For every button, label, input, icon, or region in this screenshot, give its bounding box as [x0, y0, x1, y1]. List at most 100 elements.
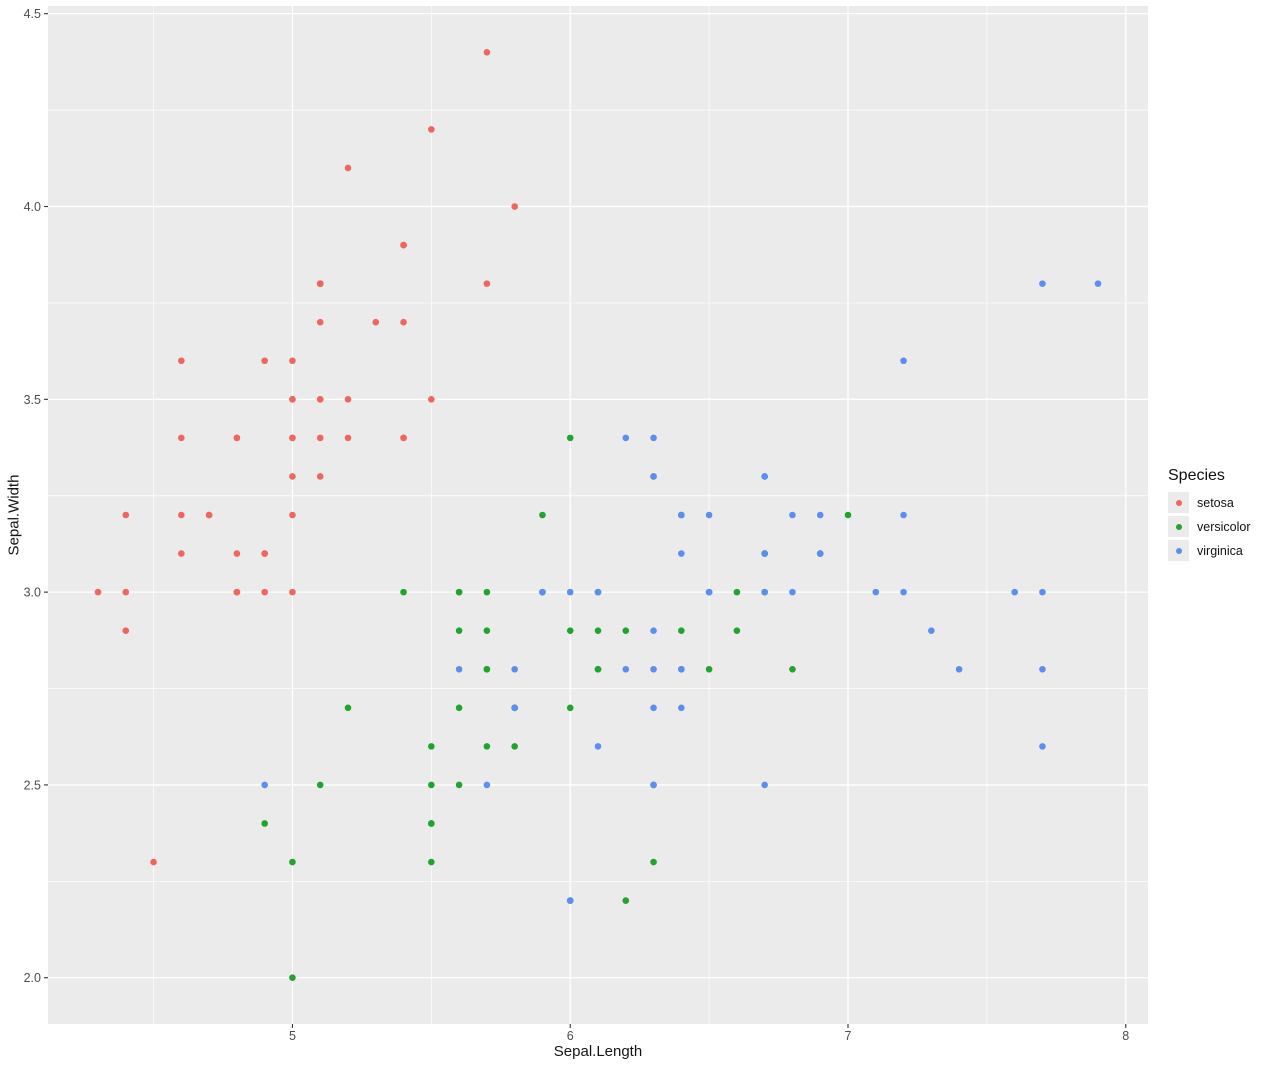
- data-point-virginica: [705, 511, 713, 519]
- data-point-setosa: [261, 550, 268, 557]
- data-point-versicolor: [566, 704, 574, 712]
- data-point-versicolor: [289, 858, 296, 866]
- y-tick-label: 4.5: [24, 7, 41, 21]
- data-point-virginica: [650, 665, 657, 673]
- data-point-setosa: [261, 357, 268, 365]
- legend-label-virginica: virginica: [1197, 543, 1243, 558]
- legend-item-versicolor: versicolor: [1168, 516, 1251, 537]
- data-point-virginica: [678, 665, 685, 673]
- data-point-setosa: [483, 280, 491, 287]
- data-point-setosa: [289, 434, 296, 442]
- data-point-virginica: [816, 550, 824, 557]
- y-tick-label: 2.5: [24, 778, 41, 792]
- data-point-virginica: [511, 704, 518, 712]
- data-point-setosa: [289, 473, 296, 480]
- data-point-setosa: [344, 434, 352, 442]
- data-point-setosa: [344, 396, 352, 403]
- data-point-virginica: [650, 473, 657, 480]
- data-point-virginica: [789, 588, 796, 596]
- legend-label-setosa: setosa: [1197, 495, 1234, 510]
- data-point-versicolor: [455, 588, 463, 596]
- data-point-versicolor: [622, 897, 630, 904]
- data-point-versicolor: [289, 974, 296, 982]
- data-point-virginica: [566, 897, 574, 904]
- data-point-virginica: [622, 665, 630, 673]
- legend-item-virginica: virginica: [1168, 540, 1251, 561]
- data-point-versicolor: [428, 820, 435, 827]
- data-point-setosa: [316, 434, 324, 442]
- data-point-virginica: [594, 743, 602, 750]
- data-point-setosa: [289, 396, 296, 403]
- data-point-versicolor: [705, 665, 713, 673]
- data-point-virginica: [872, 588, 880, 596]
- data-point-virginica: [761, 781, 768, 789]
- plot-panel: [48, 6, 1148, 1024]
- data-point-virginica: [900, 511, 907, 519]
- data-point-setosa: [316, 318, 324, 326]
- x-tick-label: 8: [1122, 1029, 1129, 1043]
- data-point-setosa: [233, 550, 241, 557]
- data-point-virginica: [1039, 588, 1046, 596]
- data-point-versicolor: [566, 434, 574, 442]
- data-point-versicolor: [594, 665, 602, 673]
- data-point-setosa: [178, 434, 185, 442]
- data-point-versicolor: [566, 627, 574, 634]
- virginica-point-swatch: [1175, 547, 1182, 554]
- data-point-versicolor: [789, 665, 796, 673]
- legend: Species setosa versicolor virginica: [1168, 467, 1251, 564]
- data-point-virginica: [678, 511, 685, 519]
- data-point-versicolor: [844, 511, 852, 519]
- y-tick-label: 3.0: [24, 586, 41, 600]
- data-point-setosa: [178, 550, 185, 557]
- data-point-setosa: [205, 511, 213, 519]
- legend-item-setosa: setosa: [1168, 492, 1251, 513]
- data-point-setosa: [94, 588, 102, 596]
- data-point-virginica: [1011, 588, 1018, 596]
- data-point-virginica: [261, 781, 268, 789]
- data-point-versicolor: [622, 627, 630, 634]
- x-tick-label: 6: [567, 1029, 574, 1043]
- data-point-setosa: [511, 203, 518, 210]
- data-point-versicolor: [733, 588, 741, 596]
- data-point-virginica: [1039, 665, 1046, 673]
- data-point-versicolor: [455, 704, 463, 712]
- data-point-versicolor: [261, 820, 268, 827]
- legend-label-versicolor: versicolor: [1197, 519, 1251, 534]
- data-point-setosa: [400, 434, 407, 442]
- data-point-setosa: [316, 280, 324, 287]
- data-point-setosa: [483, 48, 491, 56]
- data-point-setosa: [178, 357, 185, 365]
- data-point-virginica: [1039, 280, 1046, 287]
- versicolor-point-swatch: [1175, 523, 1182, 530]
- data-point-setosa: [289, 511, 296, 519]
- data-point-virginica: [761, 588, 768, 596]
- data-point-setosa: [400, 318, 407, 326]
- data-point-virginica: [622, 434, 630, 442]
- data-point-versicolor: [483, 665, 491, 673]
- data-point-virginica: [650, 627, 657, 634]
- data-point-virginica: [650, 434, 657, 442]
- data-point-versicolor: [428, 781, 435, 789]
- data-point-virginica: [816, 511, 824, 519]
- data-point-versicolor: [483, 588, 491, 596]
- data-point-setosa: [400, 241, 407, 249]
- setosa-point-swatch: [1175, 499, 1182, 506]
- legend-key-box: [1168, 492, 1189, 513]
- data-point-setosa: [316, 473, 324, 480]
- data-point-virginica: [928, 627, 935, 634]
- data-point-versicolor: [650, 858, 657, 866]
- data-point-virginica: [539, 588, 546, 596]
- y-tick-label: 3.5: [24, 393, 41, 407]
- y-tick-label: 4.0: [24, 200, 41, 214]
- data-point-versicolor: [428, 743, 435, 750]
- legend-key-box: [1168, 540, 1189, 561]
- data-point-virginica: [900, 357, 907, 365]
- data-point-virginica: [566, 588, 574, 596]
- data-point-setosa: [122, 627, 130, 634]
- data-point-versicolor: [483, 627, 491, 634]
- data-point-setosa: [372, 318, 380, 326]
- data-point-virginica: [483, 781, 491, 789]
- data-point-versicolor: [344, 704, 352, 712]
